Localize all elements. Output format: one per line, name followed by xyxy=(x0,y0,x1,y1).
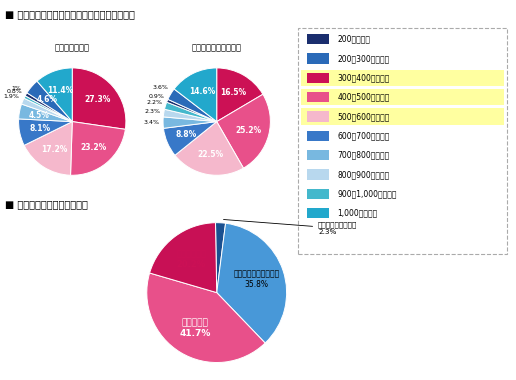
Text: 600～700万円未満: 600～700万円未満 xyxy=(337,131,390,140)
Text: 25.2%: 25.2% xyxy=(236,125,262,135)
Text: 27.3%: 27.3% xyxy=(84,95,110,104)
Wedge shape xyxy=(217,94,270,168)
Text: 大いに不満だ
20.2%: 大いに不満だ 20.2% xyxy=(176,250,206,269)
Wedge shape xyxy=(217,223,287,343)
Wedge shape xyxy=(24,96,72,122)
Bar xyxy=(307,34,329,44)
Wedge shape xyxy=(147,273,265,363)
Text: 23.2%: 23.2% xyxy=(80,142,107,152)
Bar xyxy=(307,169,329,180)
Text: 500～600万円未満: 500～600万円未満 xyxy=(337,112,390,121)
Wedge shape xyxy=(163,109,217,122)
Wedge shape xyxy=(164,122,217,155)
Wedge shape xyxy=(72,68,126,129)
Text: 900～1,000万円未満: 900～1,000万円未満 xyxy=(337,189,397,198)
Wedge shape xyxy=(150,223,217,293)
Wedge shape xyxy=(37,68,72,122)
Text: 0.8%: 0.8% xyxy=(6,89,22,94)
FancyBboxPatch shape xyxy=(301,108,504,125)
Bar xyxy=(307,208,329,218)
Text: 大いに満足している
2.3%: 大いに満足している 2.3% xyxy=(223,220,358,235)
Text: 400～500万円未満: 400～500万円未満 xyxy=(337,93,390,102)
FancyBboxPatch shape xyxy=(301,70,504,86)
Bar xyxy=(307,188,329,199)
Wedge shape xyxy=(22,98,72,122)
Text: 1,000万円以上: 1,000万円以上 xyxy=(337,209,378,218)
Wedge shape xyxy=(216,223,225,293)
Text: 17.2%: 17.2% xyxy=(41,145,68,154)
Text: 3.6%: 3.6% xyxy=(153,86,169,90)
Bar xyxy=(307,54,329,64)
Text: 16.5%: 16.5% xyxy=(220,88,246,97)
Wedge shape xyxy=(19,119,72,146)
Title: ＜昨年の年収＞: ＜昨年の年収＞ xyxy=(55,43,90,52)
Text: 14.6%: 14.6% xyxy=(189,87,215,96)
Wedge shape xyxy=(24,122,72,175)
Wedge shape xyxy=(25,93,72,122)
Text: 少々不満だ
41.7%: 少々不満だ 41.7% xyxy=(179,319,211,338)
FancyBboxPatch shape xyxy=(298,27,507,254)
Text: 22.5%: 22.5% xyxy=(198,150,223,159)
Bar xyxy=(307,131,329,141)
Text: 1%: 1% xyxy=(11,86,21,91)
Text: 1.9%: 1.9% xyxy=(4,94,20,99)
Text: 0.9%: 0.9% xyxy=(149,93,164,99)
Text: 200～300万円未満: 200～300万円未満 xyxy=(337,54,390,63)
Text: 2.3%: 2.3% xyxy=(144,109,160,114)
Text: ■ 昨年１年間の年収額＆妥当だと感じる年収額: ■ 昨年１年間の年収額＆妥当だと感じる年収額 xyxy=(5,10,135,19)
FancyBboxPatch shape xyxy=(301,89,504,105)
Text: ある程度満足している
35.8%: ある程度満足している 35.8% xyxy=(233,270,280,289)
Bar xyxy=(307,111,329,122)
Wedge shape xyxy=(167,99,217,122)
Wedge shape xyxy=(217,68,263,122)
Wedge shape xyxy=(163,117,217,128)
Text: 300～400万円未満: 300～400万円未満 xyxy=(337,73,390,82)
Text: 800～900万円未満: 800～900万円未満 xyxy=(337,170,390,179)
Text: ■ 現在の年収に対する満足度: ■ 現在の年収に対する満足度 xyxy=(5,200,88,209)
Text: 200万円未満: 200万円未満 xyxy=(337,35,370,44)
Text: 700～800万円未満: 700～800万円未満 xyxy=(337,151,390,160)
Bar xyxy=(307,92,329,103)
Bar xyxy=(307,150,329,160)
Wedge shape xyxy=(168,89,217,122)
Wedge shape xyxy=(165,102,217,122)
Text: 2.2%: 2.2% xyxy=(146,100,162,104)
Wedge shape xyxy=(174,68,217,122)
Text: 4.5%: 4.5% xyxy=(29,111,50,120)
Text: 4.6%: 4.6% xyxy=(37,95,57,104)
Text: 8.1%: 8.1% xyxy=(29,124,50,133)
Text: 11.4%: 11.4% xyxy=(47,86,74,95)
Wedge shape xyxy=(175,122,244,175)
Text: 3.4%: 3.4% xyxy=(143,120,159,125)
Bar xyxy=(307,73,329,83)
Title: ＜妥当だと思う年収＞: ＜妥当だと思う年収＞ xyxy=(192,43,241,52)
Wedge shape xyxy=(27,81,72,122)
Wedge shape xyxy=(19,104,72,122)
Wedge shape xyxy=(71,122,125,175)
Text: 8.8%: 8.8% xyxy=(175,130,197,139)
